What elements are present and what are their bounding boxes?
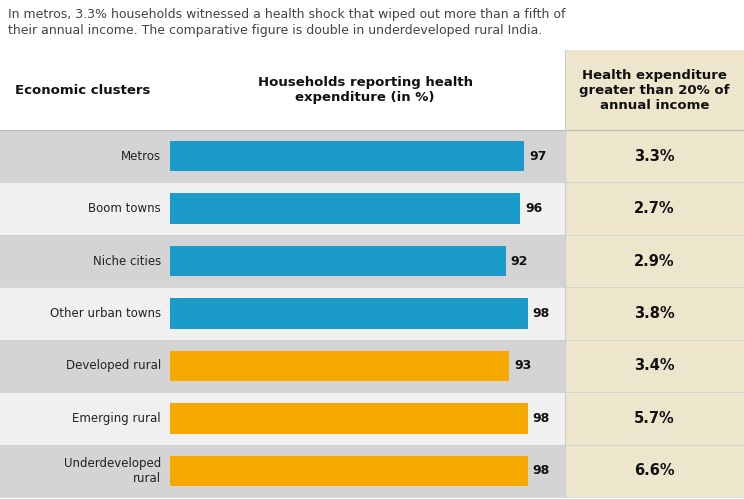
Text: Boom towns: Boom towns bbox=[89, 202, 161, 215]
FancyBboxPatch shape bbox=[0, 340, 565, 392]
FancyBboxPatch shape bbox=[0, 235, 565, 287]
FancyBboxPatch shape bbox=[0, 445, 565, 497]
Text: 5.7%: 5.7% bbox=[634, 411, 675, 426]
Text: 3.8%: 3.8% bbox=[634, 306, 675, 321]
Text: 98: 98 bbox=[533, 307, 550, 320]
FancyBboxPatch shape bbox=[170, 141, 524, 172]
Text: Emerging rural: Emerging rural bbox=[72, 412, 161, 425]
FancyBboxPatch shape bbox=[170, 456, 527, 486]
FancyBboxPatch shape bbox=[170, 403, 527, 434]
Text: 3.3%: 3.3% bbox=[634, 149, 675, 164]
FancyBboxPatch shape bbox=[0, 392, 565, 445]
Text: Households reporting health
expenditure (in %): Households reporting health expenditure … bbox=[257, 76, 472, 104]
FancyBboxPatch shape bbox=[170, 246, 506, 276]
FancyBboxPatch shape bbox=[0, 183, 565, 235]
Text: 2.7%: 2.7% bbox=[634, 201, 675, 216]
Text: Other urban towns: Other urban towns bbox=[50, 307, 161, 320]
FancyBboxPatch shape bbox=[170, 194, 520, 224]
Text: 92: 92 bbox=[511, 254, 528, 267]
Text: 3.4%: 3.4% bbox=[634, 358, 675, 373]
FancyBboxPatch shape bbox=[170, 351, 510, 381]
Text: Underdeveloped
rural: Underdeveloped rural bbox=[64, 457, 161, 485]
Text: 98: 98 bbox=[533, 412, 550, 425]
Text: Developed rural: Developed rural bbox=[65, 359, 161, 372]
Text: Health expenditure
greater than 20% of
annual income: Health expenditure greater than 20% of a… bbox=[580, 68, 730, 111]
Text: 2.9%: 2.9% bbox=[634, 253, 675, 268]
Text: 96: 96 bbox=[525, 202, 542, 215]
Text: Economic clusters: Economic clusters bbox=[15, 83, 150, 96]
Text: 93: 93 bbox=[514, 359, 532, 372]
Text: Metros: Metros bbox=[121, 150, 161, 163]
FancyBboxPatch shape bbox=[0, 287, 565, 340]
Text: their annual income. The comparative figure is double in underdeveloped rural In: their annual income. The comparative fig… bbox=[8, 24, 542, 37]
FancyBboxPatch shape bbox=[565, 50, 744, 497]
FancyBboxPatch shape bbox=[170, 298, 527, 329]
Text: 6.6%: 6.6% bbox=[634, 463, 675, 478]
FancyBboxPatch shape bbox=[0, 130, 565, 183]
Text: 97: 97 bbox=[529, 150, 546, 163]
Text: 98: 98 bbox=[533, 464, 550, 477]
Text: Niche cities: Niche cities bbox=[93, 254, 161, 267]
Text: In metros, 3.3% households witnessed a health shock that wiped out more than a f: In metros, 3.3% households witnessed a h… bbox=[8, 8, 565, 21]
